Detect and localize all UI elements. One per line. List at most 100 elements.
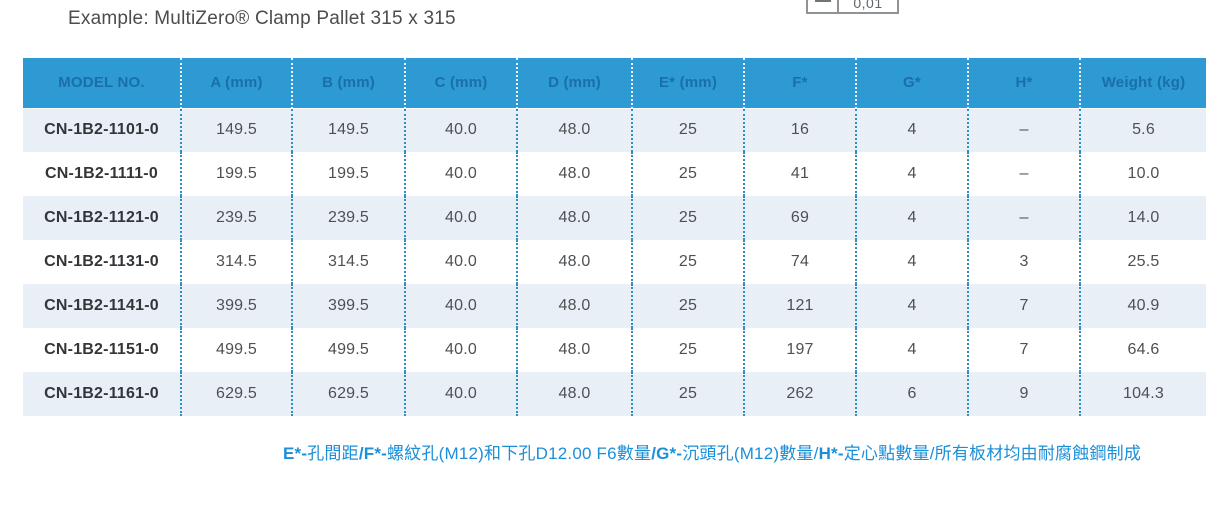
column-header-e: E* (mm) <box>631 58 744 109</box>
column-header-weight: Weight (kg) <box>1079 58 1206 109</box>
value-cell: 4 <box>855 196 968 240</box>
table-row: CN-1B2-1121-0 239.5 239.5 40.0 48.0 25 69 4–14.… <box>23 196 1206 240</box>
value-cell: 149.5 <box>180 108 292 152</box>
footnote-part: 沉頭孔(M12)數量/ <box>682 444 819 463</box>
column-header-c: C (mm) <box>404 58 517 109</box>
value-cell: 25 <box>631 196 744 240</box>
table-row: CN-1B2-1161-0 629.5 629.5 40.0 48.0 25 262 6 9 10… <box>23 372 1206 416</box>
straightness-symbol-box <box>806 0 839 14</box>
value-cell: 40.0 <box>404 152 517 196</box>
value-cell: 40.0 <box>404 284 517 328</box>
model-no-cell: CN-1B2-1111-0 <box>45 165 158 182</box>
spec-table: MODEL NO. A (mm) B (mm) C (mm) D (mm) E*… <box>23 58 1206 416</box>
value-cell: 25 <box>631 372 744 416</box>
value-cell: 499.5 <box>180 328 292 372</box>
value-cell: 7 <box>967 284 1080 328</box>
column-header-f: F* <box>743 58 856 109</box>
value-cell: 314.5 <box>291 240 405 284</box>
value-cell: 48.0 <box>516 240 632 284</box>
value-cell: 149.5 <box>291 108 405 152</box>
value-cell: 40.0 <box>404 240 517 284</box>
footnote-part: 螺紋孔(M12)和下孔D12.00 F6數量 <box>387 444 652 463</box>
value-cell: 5.6 <box>1079 108 1206 152</box>
value-cell: 199.5 <box>291 152 405 196</box>
value-cell: 48.0 <box>516 196 632 240</box>
column-header-a: A (mm) <box>180 58 292 109</box>
tolerance-value: 0,01 <box>853 0 883 11</box>
value-cell: 199.5 <box>180 152 292 196</box>
value-cell: 48.0 <box>516 152 632 196</box>
footnote-part: E*- <box>283 444 308 463</box>
value-cell: 14.0 <box>1079 196 1206 240</box>
value-cell: 25 <box>631 152 744 196</box>
value-cell: 4 <box>855 152 968 196</box>
header-row: MODEL NO. A (mm) B (mm) C (mm) D (mm) E*… <box>23 58 1206 109</box>
value-cell: 262 <box>743 372 856 416</box>
tolerance-value-box: 0,01 <box>837 0 899 14</box>
footnote-part: 孔間距 <box>307 444 359 463</box>
value-cell: 121 <box>743 284 856 328</box>
value-cell: – <box>967 108 1080 152</box>
value-cell: 40.0 <box>404 372 517 416</box>
value-cell: 3 <box>967 240 1080 284</box>
value-cell: 6 <box>855 372 968 416</box>
column-header-b: B (mm) <box>291 58 405 109</box>
column-header-g: G* <box>855 58 968 109</box>
value-cell: 4 <box>855 328 968 372</box>
tolerance-callout: 0,01 <box>806 0 899 14</box>
model-no-cell: CN-1B2-1101-0 <box>44 121 159 139</box>
value-cell: 314.5 <box>180 240 292 284</box>
value-cell: 16 <box>743 108 856 152</box>
value-cell: 25.5 <box>1079 240 1206 284</box>
table-row: CN-1B2-1151-0 499.5 499.5 40.0 48.0 25 197 4 7 64… <box>23 328 1206 372</box>
column-header-model-no: MODEL NO. <box>23 58 181 109</box>
value-cell: 48.0 <box>516 372 632 416</box>
table-row: CN-1B2-1101-0 149.5 149.5 40.0 48.0 25 16 4–5.6 <box>23 108 1206 152</box>
footnote-part: H*- <box>818 444 844 463</box>
model-no-cell: CN-1B2-1141-0 <box>44 297 159 314</box>
table-row: CN-1B2-1141-0 399.5 399.5 40.0 48.0 25 121 4 7 40… <box>23 284 1206 328</box>
value-cell: 9 <box>967 372 1080 416</box>
value-cell: 4 <box>855 108 968 152</box>
table-header: MODEL NO. A (mm) B (mm) C (mm) D (mm) E*… <box>23 58 1206 109</box>
value-cell: 40.0 <box>404 108 517 152</box>
column-header-h: H* <box>967 58 1080 109</box>
value-cell: 40.0 <box>404 328 517 372</box>
value-cell: 25 <box>631 328 744 372</box>
value-cell: – <box>967 196 1080 240</box>
value-cell: – <box>967 152 1080 196</box>
column-header-d: D (mm) <box>516 58 632 109</box>
value-cell: 104.3 <box>1079 372 1206 416</box>
value-cell: 48.0 <box>516 284 632 328</box>
model-no-cell: CN-1B2-1121-0 <box>44 209 159 226</box>
straightness-icon <box>814 0 831 2</box>
table-body: CN-1B2-1101-0 149.5 149.5 40.0 48.0 25 16 4–5.6… <box>23 108 1206 416</box>
value-cell: 7 <box>967 328 1080 372</box>
value-cell: 499.5 <box>291 328 405 372</box>
value-cell: 399.5 <box>180 284 292 328</box>
value-cell: 69 <box>743 196 856 240</box>
value-cell: 197 <box>743 328 856 372</box>
value-cell: 629.5 <box>291 372 405 416</box>
value-cell: 74 <box>743 240 856 284</box>
model-no-cell: CN-1B2-1131-0 <box>44 253 159 270</box>
value-cell: 4 <box>855 284 968 328</box>
value-cell: 40.9 <box>1079 284 1206 328</box>
model-no-cell: CN-1B2-1151-0 <box>44 341 159 358</box>
table-row: CN-1B2-1131-0 314.5 314.5 40.0 48.0 25 74 4 3 25.… <box>23 240 1206 284</box>
value-cell: 40.0 <box>404 196 517 240</box>
value-cell: 239.5 <box>180 196 292 240</box>
model-no-cell: CN-1B2-1161-0 <box>44 385 159 402</box>
value-cell: 4 <box>855 240 968 284</box>
value-cell: 25 <box>631 240 744 284</box>
value-cell: 10.0 <box>1079 152 1206 196</box>
value-cell: 48.0 <box>516 328 632 372</box>
footnote: E*-孔間距/F*-螺紋孔(M12)和下孔D12.00 F6數量/G*-沉頭孔(… <box>283 441 1193 466</box>
value-cell: 48.0 <box>516 108 632 152</box>
value-cell: 25 <box>631 108 744 152</box>
footnote-part: /F*- <box>358 444 388 463</box>
footnote-part: 定心點數量/所有板材均由耐腐蝕鋼制成 <box>843 444 1142 463</box>
value-cell: 629.5 <box>180 372 292 416</box>
table-row: CN-1B2-1111-0 199.5 199.5 40.0 48.0 25 41 4–10.… <box>23 152 1206 196</box>
